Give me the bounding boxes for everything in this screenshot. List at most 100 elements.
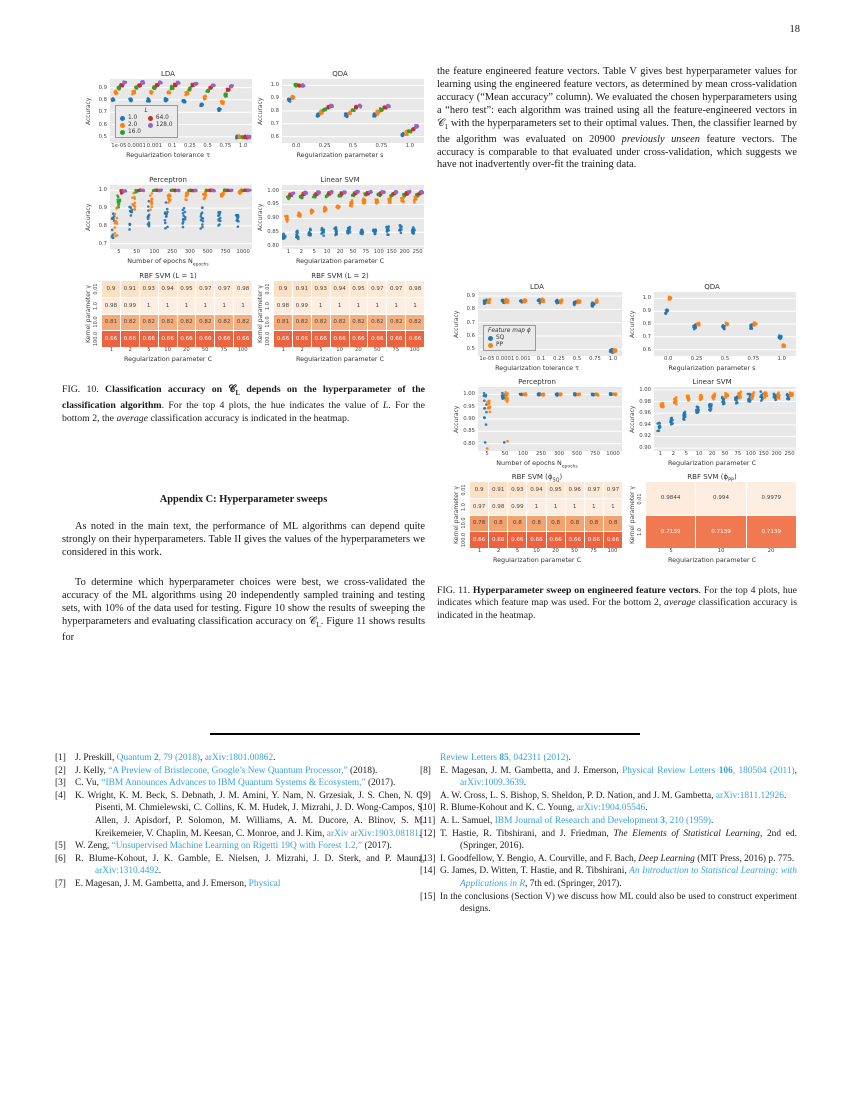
- reference-link[interactable]: arXiv:1310.4492: [95, 866, 159, 877]
- legend-label: 2.0: [128, 122, 138, 128]
- legend-title: Feature map ϕ: [488, 328, 531, 334]
- y-tick-label: 0.9: [466, 293, 475, 299]
- reference-link[interactable]: , 042311 (2012): [508, 753, 569, 763]
- x-axis-label: Regularization parameter s: [668, 364, 756, 372]
- heatmap-cell: 0.66: [470, 532, 489, 548]
- fig11-rbf-svm-sq-heatmap: RBF SVM (ϕSQ) Kernel parameter γ 0.01 1.0 10…: [452, 473, 622, 564]
- heatmap-cell: 1: [565, 498, 584, 515]
- plot-title: Linear SVM: [320, 176, 360, 184]
- x-tick-label: 150: [386, 249, 397, 255]
- reference-link[interactable]: arXiv:1801.00862: [204, 753, 274, 763]
- reference-number: [11]: [420, 815, 436, 826]
- x-tick-label: 500: [571, 451, 583, 457]
- x-tick-label: 0.25: [318, 143, 331, 149]
- legend-label: 1.0: [128, 115, 138, 121]
- reference-link[interactable]: arXiv arXiv:1903.08181: [326, 828, 419, 839]
- heatmap-cell: 0.91: [120, 281, 139, 297]
- bibliography-separator: [210, 733, 640, 735]
- x-tick-label: 20: [336, 249, 344, 255]
- heatmap-cell: 1: [196, 297, 215, 314]
- heatmap-cell: 0.94: [527, 482, 546, 498]
- heatmap-cell: 0.95: [349, 281, 368, 297]
- y-tick-label: 0.7: [466, 319, 475, 326]
- heatmap-cell: 0.66: [311, 331, 330, 347]
- reference-link[interactable]: “A Preview of Bristlecone, Google’s New …: [108, 765, 348, 776]
- reference-link[interactable]: arXiv:1904.05546: [576, 803, 646, 814]
- x-tick-label: 20: [552, 548, 559, 554]
- heatmap-cell: 1: [215, 297, 234, 314]
- legend-label: 128.0: [155, 122, 173, 128]
- y-tick-label: 0.85: [267, 229, 279, 236]
- x-tick-label: 1: [286, 249, 291, 255]
- reference-link[interactable]: , 79 (2018): [158, 753, 201, 763]
- heatmap-cell: 0.98: [274, 297, 292, 314]
- reference-link[interactable]: 106: [718, 765, 733, 776]
- reference-link[interactable]: 85: [499, 753, 509, 763]
- reference-link[interactable]: “Unsupervised Machine Learning on Rigett…: [111, 841, 363, 852]
- reference-number: [14]: [420, 866, 436, 877]
- x-axis-label: Regularization tolerance τ: [126, 151, 210, 159]
- reference-link[interactable]: Quantum: [116, 753, 154, 763]
- heatmap-cell: 1: [546, 498, 565, 515]
- fig10-rbf-svm-l1-heatmap: RBF SVM (L = 1) Kernel parameter γ 0.01 1.0…: [84, 272, 252, 363]
- y-tick-label: 0.95: [267, 201, 279, 208]
- reference-link[interactable]: 3: [660, 815, 665, 826]
- y-tick-label: 1.00: [463, 391, 475, 398]
- heatmap-cell: 0.81: [102, 314, 120, 331]
- reference-link[interactable]: 2: [153, 753, 159, 763]
- legend-label: 64.0: [155, 115, 169, 121]
- x-tick-label: 75: [392, 347, 400, 353]
- heatmap-row-label: 1.0: [461, 502, 467, 511]
- reference-link[interactable]: An Introduction to Statistical Learning:…: [460, 866, 797, 889]
- y-tick-label: 0.80: [463, 440, 475, 447]
- heatmap-cell: 0.82: [330, 314, 349, 331]
- heatmap-row-label: 1.0: [265, 301, 271, 310]
- x-tick-label: 5: [147, 347, 151, 353]
- reference-link[interactable]: Review Letters: [440, 753, 500, 763]
- reference-link[interactable]: “IBM Announces Advances to IBM Quantum S…: [101, 778, 366, 789]
- heatmap-cell: 0.66: [349, 331, 368, 347]
- reference-link[interactable]: IBM Journal of Research and Development: [494, 815, 661, 826]
- x-tick-label: 250: [535, 451, 547, 457]
- heatmap-cell: 0.94: [330, 281, 349, 297]
- heatmap-cell: 0.8: [565, 515, 584, 532]
- heatmap-cell: 1: [158, 297, 177, 314]
- legend-marker-icon: [147, 115, 153, 121]
- plot-title: LDA: [161, 70, 175, 78]
- x-axis-label: Regularization parameter C: [492, 556, 582, 564]
- heatmap-cell: 0.8: [546, 515, 565, 532]
- heatmap-cell: 0.98: [234, 281, 252, 297]
- x-tick-label: 50: [133, 249, 140, 255]
- heatmap-cell: 0.8: [584, 515, 603, 532]
- y-tick-label: 0.90: [639, 445, 651, 452]
- reference-link[interactable]: Physical Review Letters: [622, 765, 719, 776]
- reference-link[interactable]: , 180504 (2011): [732, 765, 795, 776]
- y-tick-label: 1.00: [639, 386, 651, 393]
- heatmap-cell: 0.66: [274, 331, 292, 347]
- x-tick-label: 20: [767, 548, 775, 554]
- x-axis-label: Number of epochs Nepochs: [496, 459, 578, 470]
- reference-link[interactable]: arXiv:1811.12926: [715, 790, 784, 801]
- heatmap-cell: 0.98: [489, 498, 508, 515]
- y-tick-label: 0.6: [270, 133, 279, 140]
- heatmap-row-label: 0.01: [93, 283, 99, 295]
- page-number: 18: [789, 24, 801, 35]
- heatmap-cell: 0.7139: [746, 515, 796, 548]
- x-tick-label: 100: [409, 347, 420, 353]
- heatmap-cell: 0.94: [158, 281, 177, 297]
- x-tick-label: 100: [373, 249, 384, 255]
- heatmap-cell: 0.9: [102, 281, 120, 297]
- x-tick-label: 1e-05: [111, 143, 127, 149]
- heatmap-cell: 0.66: [584, 532, 603, 548]
- reference-link[interactable]: , 210 (1959): [664, 815, 712, 826]
- heatmap-cell: 0.66: [603, 532, 622, 548]
- heatmap-cell: 0.97: [215, 281, 234, 297]
- reference-number: [8]: [420, 765, 431, 776]
- x-tick-label: 250: [412, 249, 423, 255]
- heatmap-cell: 1: [311, 297, 330, 314]
- plot-title: QDA: [704, 283, 720, 291]
- x-tick-label: 0.75: [375, 143, 388, 149]
- reference-link[interactable]: Physical: [248, 878, 281, 889]
- reference-link[interactable]: arXiv:1009.3639: [460, 778, 524, 789]
- heatmap-cell: 0.66: [120, 331, 139, 347]
